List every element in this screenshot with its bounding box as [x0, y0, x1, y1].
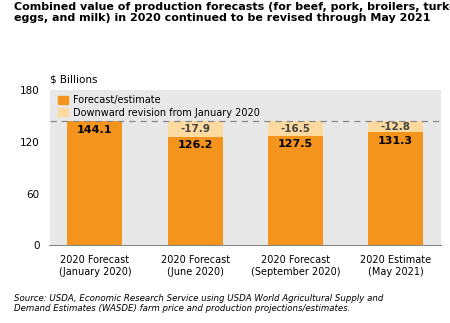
Bar	[167, 121, 223, 137]
Bar	[368, 121, 423, 132]
Text: -12.8: -12.8	[381, 122, 411, 132]
Bar	[368, 132, 423, 245]
Text: 131.3: 131.3	[378, 136, 413, 146]
Text: -16.5: -16.5	[280, 124, 310, 133]
Text: Combined value of production forecasts (for beef, pork, broilers, turkeys,: Combined value of production forecasts (…	[14, 2, 450, 12]
Text: $ Billions: $ Billions	[50, 75, 97, 85]
Bar	[68, 121, 122, 245]
Text: 126.2: 126.2	[177, 141, 213, 151]
Text: -17.9: -17.9	[180, 124, 210, 134]
Text: 144.1: 144.1	[77, 125, 112, 135]
Legend: Forecast/estimate, Downward revision from January 2020: Forecast/estimate, Downward revision fro…	[58, 95, 260, 118]
Text: eggs, and milk) in 2020 continued to be revised through May 2021: eggs, and milk) in 2020 continued to be …	[14, 13, 430, 23]
Bar	[167, 137, 223, 245]
Text: 127.5: 127.5	[278, 139, 313, 149]
Bar	[268, 136, 323, 245]
Text: Source: USDA, Economic Research Service using USDA World Agricultural Supply and: Source: USDA, Economic Research Service …	[14, 294, 383, 313]
Bar	[268, 121, 323, 136]
